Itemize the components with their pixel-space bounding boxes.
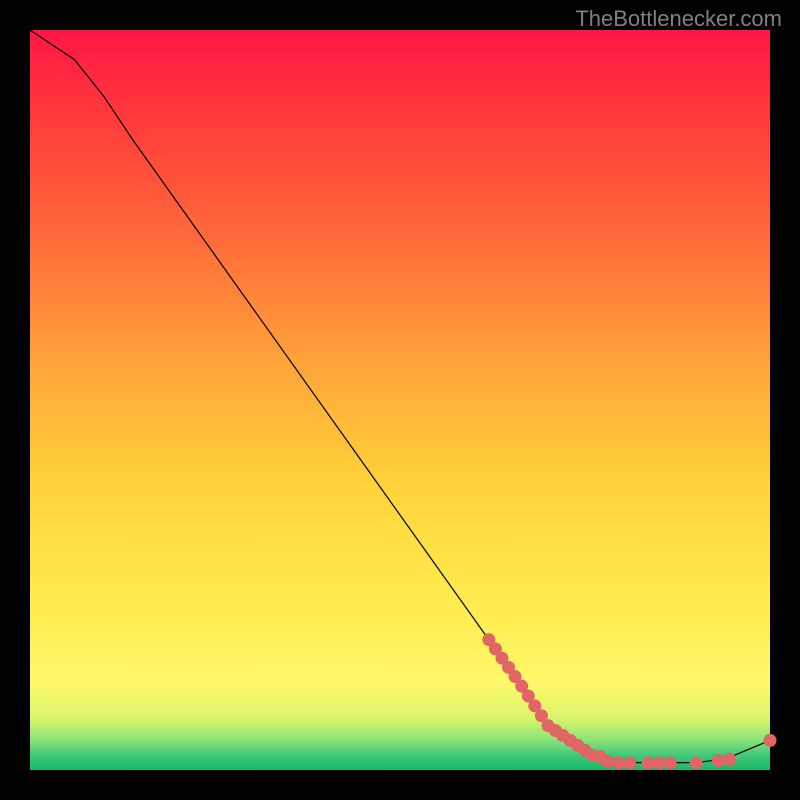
data-point (612, 756, 625, 769)
data-point (601, 755, 614, 768)
data-point (712, 754, 725, 767)
data-point (623, 756, 636, 769)
bottleneck-chart (0, 0, 800, 800)
data-point (641, 756, 654, 769)
chart-container: TheBottlenecker.com (0, 0, 800, 800)
data-point (690, 756, 703, 769)
data-point (764, 734, 777, 747)
data-point (653, 756, 666, 769)
data-point (664, 756, 677, 769)
plot-background (30, 30, 770, 770)
data-point (723, 752, 736, 765)
watermark-text: TheBottlenecker.com (575, 6, 782, 32)
